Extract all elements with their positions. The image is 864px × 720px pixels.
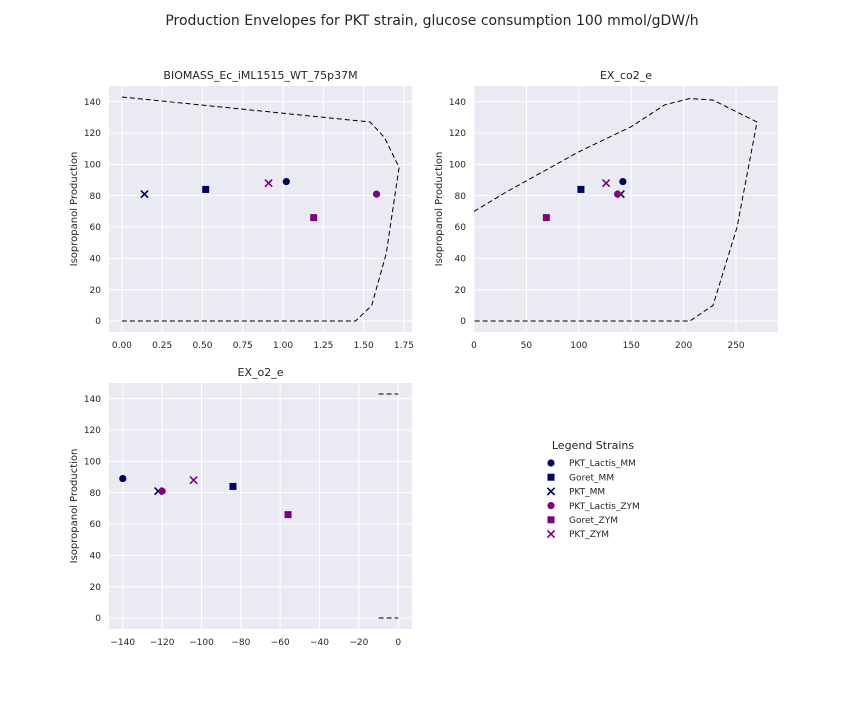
x-tick-label: −120: [150, 638, 175, 648]
production-envelope-line: [121, 96, 400, 322]
x-tick-label: −140: [110, 638, 135, 648]
x-tick-label: 0.25: [152, 341, 172, 351]
y-tick-label: 120: [84, 426, 101, 436]
point-pkt-lactis-mm: [619, 177, 627, 186]
x-tick-label: 1.75: [394, 341, 414, 351]
x-tick-label: 0.50: [192, 341, 212, 351]
legend-marker-goret-zym: [547, 516, 555, 524]
y-tick-label: 100: [449, 161, 466, 171]
y-tick-label: 100: [84, 458, 101, 468]
panel-ex-o2: −140 −120 −100 −80 −60 −40 −20 0 0 20 40 60 80 100 120…: [69, 366, 412, 648]
y-tick-label: 0: [95, 317, 101, 327]
panel-title: EX_o2_e: [238, 366, 284, 379]
legend-marker-pkt-mm: [546, 487, 556, 496]
point-pkt-lactis-mm: [282, 177, 290, 186]
point-goret-zym: [542, 214, 550, 222]
y-tick-label: 0: [460, 317, 466, 327]
y-tick-label: 40: [455, 255, 467, 265]
panel-title: EX_co2_e: [600, 69, 652, 82]
x-tick-label: 0: [395, 638, 401, 648]
y-tick-label: 140: [84, 395, 101, 405]
point-goret-zym: [310, 214, 318, 222]
figure-title: Production Envelopes for PKT strain, glu…: [165, 13, 698, 29]
x-tick-label: 200: [675, 341, 692, 351]
x-tick-label: 0.00: [112, 341, 132, 351]
panel-title: BIOMASS_Ec_iML1515_WT_75p37M: [163, 69, 357, 82]
y-tick-label: 140: [84, 98, 101, 108]
legend-label: PKT_Lactis_ZYM: [569, 502, 640, 512]
point-pkt-zym: [264, 178, 273, 188]
y-tick-label: 60: [90, 223, 102, 233]
y-tick-label: 20: [90, 583, 102, 593]
legend-label: PKT_MM: [569, 488, 605, 498]
plot-area: [109, 86, 412, 332]
point-goret-mm: [202, 185, 210, 193]
legend-title: Legend Strains: [552, 439, 634, 452]
y-axis-label: Isopropanol Production: [69, 449, 80, 564]
plot-area: [474, 86, 778, 332]
legend-label: Goret_MM: [569, 473, 614, 483]
point-pkt-lactis-mm: [119, 474, 127, 483]
y-tick-label: 60: [455, 223, 467, 233]
point-pkt-lactis-zym: [158, 487, 166, 495]
legend-marker-goret-mm: [547, 473, 555, 481]
x-tick-label: −40: [310, 638, 329, 648]
y-tick-label: 0: [95, 614, 101, 624]
x-tick-label: 0: [471, 341, 477, 351]
point-pkt-mm: [140, 189, 149, 199]
legend-label: PKT_Lactis_MM: [569, 459, 636, 469]
x-tick-label: −100: [189, 638, 214, 648]
panel-biomass: 0.00 0.25 0.50 0.75 1.00 1.25 1.50 1.75 0 20 40 60 8…: [69, 69, 414, 351]
point-goret-mm: [229, 482, 237, 490]
y-tick-label: 120: [449, 129, 466, 139]
legend-marker-pkt-lactis-zym: [547, 502, 555, 510]
panel-ex-co2: 0 50 100 150 200 250 0 20 40 60 80 100 120 140 EX_co2_…: [434, 69, 778, 351]
y-tick-label: 80: [90, 192, 102, 202]
x-tick-label: 1.25: [313, 341, 333, 351]
y-tick-label: 60: [90, 520, 102, 530]
point-pkt-zym: [189, 475, 198, 485]
y-tick-label: 40: [90, 255, 102, 265]
point-pkt-zym: [601, 178, 611, 188]
y-axis-label: Isopropanol Production: [434, 152, 445, 267]
y-tick-label: 120: [84, 129, 101, 139]
production-envelope-line: [474, 97, 758, 322]
x-tick-label: 1.50: [354, 341, 374, 351]
x-tick-label: 0.75: [233, 341, 253, 351]
legend-marker-pkt-lactis-mm: [547, 459, 555, 467]
x-tick-label: −20: [349, 638, 368, 648]
x-tick-label: 100: [570, 341, 587, 351]
legend-label: Goret_ZYM: [569, 516, 618, 526]
point-goret-zym: [284, 511, 292, 519]
y-tick-label: 20: [455, 286, 467, 296]
y-tick-label: 20: [90, 286, 102, 296]
legend-label: PKT_ZYM: [569, 530, 609, 540]
y-tick-label: 100: [84, 161, 101, 171]
x-tick-label: 150: [623, 341, 640, 351]
legend-marker-pkt-zym: [546, 529, 556, 539]
y-axis-label: Isopropanol Production: [69, 152, 80, 267]
x-tick-label: 50: [521, 341, 533, 351]
point-pkt-lactis-zym: [372, 190, 381, 198]
x-tick-label: 250: [727, 341, 744, 351]
y-tick-label: 80: [455, 192, 467, 202]
point-pkt-lactis-zym: [614, 190, 622, 198]
y-tick-label: 80: [90, 489, 102, 499]
x-tick-label: −80: [231, 638, 250, 648]
y-tick-label: 40: [90, 552, 102, 562]
y-tick-label: 140: [449, 98, 466, 108]
legend: Legend Strains PKT_Lactis_MM Goret_MM PKT_…: [546, 439, 640, 540]
x-tick-label: −60: [271, 638, 290, 648]
plot-area: [109, 383, 412, 629]
x-tick-label: 1.00: [273, 341, 293, 351]
point-goret-mm: [577, 185, 585, 193]
